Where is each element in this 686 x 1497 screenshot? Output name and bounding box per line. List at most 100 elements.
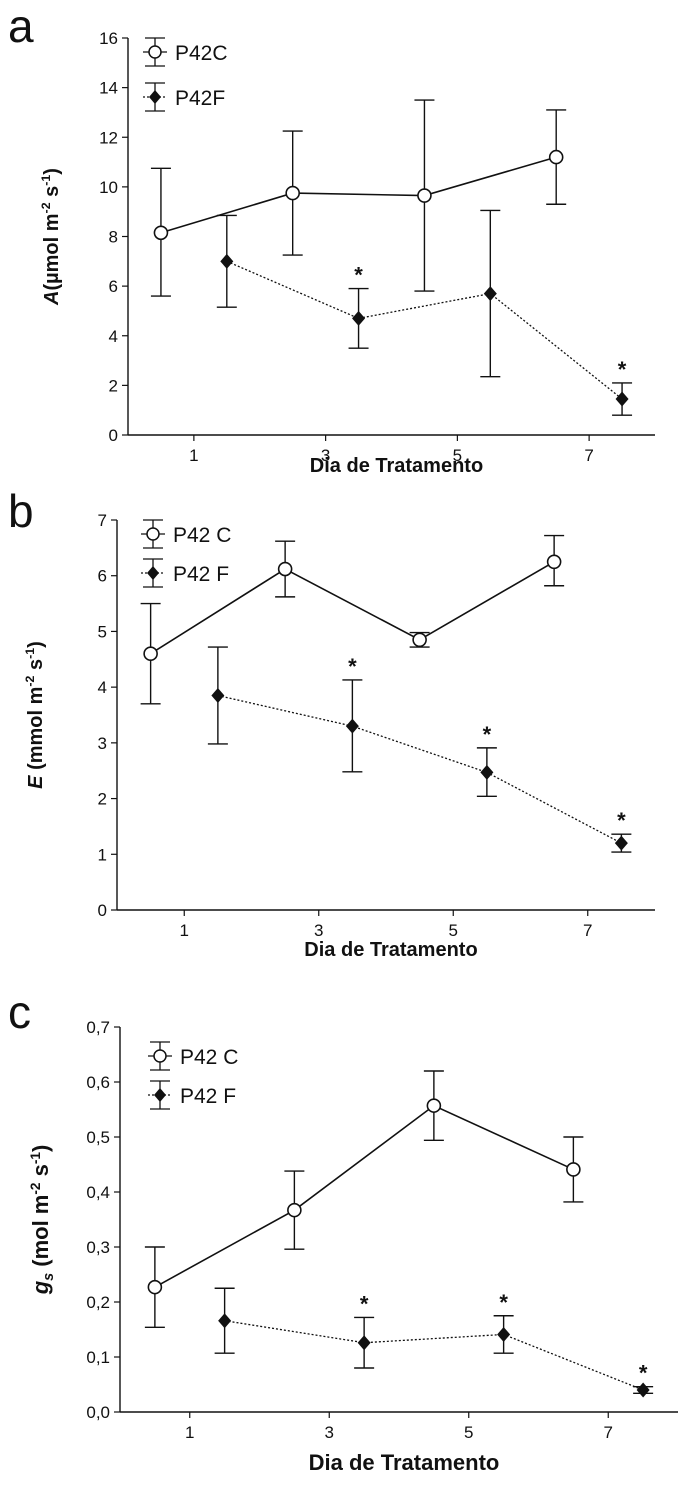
series-line bbox=[160, 156, 557, 234]
panel-b: b 0 1 2 3 4 5 6 7 1 3 5 7 Dia de Tratamento E (mmol m-… bbox=[0, 485, 686, 990]
data-point bbox=[218, 1313, 232, 1329]
data-point bbox=[548, 149, 564, 165]
legend-marker bbox=[149, 90, 161, 104]
legend-marker bbox=[153, 1049, 167, 1063]
y-tick-label: 0,0 bbox=[86, 1403, 110, 1422]
y-tick-label: 12 bbox=[99, 128, 118, 147]
legend-label: P42 F bbox=[173, 563, 229, 586]
series-line bbox=[150, 561, 555, 655]
data-point bbox=[615, 391, 629, 407]
data-point bbox=[147, 1279, 163, 1295]
data-point bbox=[497, 1326, 511, 1342]
y-tick-label: 0,6 bbox=[86, 1073, 110, 1092]
panel-a: a 0 2 4 6 8 10 12 14 16 1 3 5 7 Dia de Tratamento A(µmo… bbox=[0, 0, 686, 500]
y-tick-label: 0,3 bbox=[86, 1238, 110, 1257]
legend-label: P42 C bbox=[173, 524, 231, 547]
legend-label: P42C bbox=[175, 42, 228, 65]
x-tick-label: 7 bbox=[604, 1423, 613, 1442]
legend-marker bbox=[148, 45, 162, 59]
y-tick-label: 3 bbox=[98, 734, 107, 753]
y-tick-label: 8 bbox=[109, 228, 118, 247]
legend-marker bbox=[146, 527, 160, 541]
x-tick-label: 1 bbox=[189, 446, 198, 465]
series-1: * * * bbox=[214, 1287, 654, 1398]
y-tick-label: 4 bbox=[109, 327, 118, 346]
x-axis-title: Dia de Tratamento bbox=[309, 1450, 500, 1475]
legend: P42 C P42 F bbox=[148, 1041, 238, 1110]
data-point bbox=[345, 718, 359, 734]
x-tick-label: 3 bbox=[325, 1423, 334, 1442]
series-0 bbox=[144, 1070, 584, 1328]
y-tick-label: 16 bbox=[99, 29, 118, 48]
data-point bbox=[285, 185, 300, 201]
series-line bbox=[217, 694, 622, 844]
panel-letter: c bbox=[8, 986, 31, 1038]
data-point bbox=[483, 286, 497, 302]
data-point bbox=[277, 561, 293, 577]
y-tick-label: 0 bbox=[109, 426, 118, 445]
data-point bbox=[614, 835, 628, 851]
legend-marker bbox=[154, 1088, 166, 1102]
chart-c: c 0,0 0,1 0,2 0,3 0,4 0,5 0,6 0,7 1 3 5 7 Dia de Trat… bbox=[8, 986, 678, 1475]
data-point bbox=[417, 188, 432, 203]
data-point bbox=[287, 1202, 302, 1218]
y-tick-label: 0,2 bbox=[86, 1293, 110, 1312]
x-tick-label: 5 bbox=[449, 921, 458, 940]
x-axis-title: Dia de Tratamento bbox=[310, 455, 483, 477]
data-point bbox=[220, 253, 234, 269]
data-point bbox=[153, 225, 169, 241]
y-axis-title: A(µmol m-2 s-1) bbox=[39, 168, 63, 306]
legend-label: P42 F bbox=[180, 1085, 236, 1108]
panel-c: c 0,0 0,1 0,2 0,3 0,4 0,5 0,6 0,7 1 3 5 7 Dia de Trat… bbox=[0, 986, 686, 1497]
panel-letter: b bbox=[8, 485, 34, 537]
data-point bbox=[426, 1098, 442, 1113]
significance-mark: * bbox=[360, 1291, 369, 1316]
y-tick-label: 2 bbox=[109, 376, 118, 395]
legend: P42C P42F bbox=[143, 37, 228, 112]
series-line bbox=[154, 1104, 574, 1288]
legend: P42 C P42 F bbox=[141, 519, 231, 588]
significance-mark: * bbox=[354, 263, 363, 288]
y-axis-title: gs (mol m-2 s-1) bbox=[28, 1145, 57, 1296]
x-tick-label: 5 bbox=[464, 1423, 473, 1442]
data-point bbox=[480, 764, 494, 780]
legend-marker bbox=[147, 566, 159, 580]
y-tick-label: 7 bbox=[98, 511, 107, 530]
y-tick-label: 6 bbox=[98, 567, 107, 586]
significance-mark: * bbox=[618, 357, 627, 382]
x-tick-label: 3 bbox=[314, 921, 323, 940]
data-point bbox=[357, 1335, 371, 1351]
data-point bbox=[143, 646, 158, 662]
x-tick-label: 7 bbox=[584, 446, 593, 465]
panel-letter: a bbox=[8, 0, 34, 52]
y-tick-label: 0,7 bbox=[86, 1018, 110, 1037]
significance-mark: * bbox=[617, 808, 626, 833]
data-point bbox=[412, 632, 427, 648]
series-line bbox=[224, 1320, 644, 1391]
chart-a: a 0 2 4 6 8 10 12 14 16 1 3 5 7 Dia de Tratamento A(µmo… bbox=[8, 0, 655, 477]
y-tick-label: 0,5 bbox=[86, 1128, 110, 1147]
y-tick-label: 10 bbox=[99, 178, 118, 197]
data-point bbox=[352, 310, 366, 326]
significance-mark: * bbox=[483, 722, 492, 747]
legend-label: P42 C bbox=[180, 1046, 238, 1069]
x-tick-label: 3 bbox=[321, 446, 330, 465]
y-tick-label: 0,4 bbox=[86, 1183, 110, 1202]
x-tick-label: 1 bbox=[185, 1423, 194, 1442]
y-tick-label: 6 bbox=[109, 277, 118, 296]
y-axis-title: E (mmol m-2 s-1) bbox=[23, 641, 47, 789]
x-tick-label: 5 bbox=[453, 446, 462, 465]
series-0 bbox=[150, 99, 567, 297]
significance-mark: * bbox=[348, 654, 357, 679]
significance-mark: * bbox=[639, 1361, 648, 1386]
data-point bbox=[546, 554, 562, 570]
series-1: * * * bbox=[207, 646, 632, 853]
y-tick-label: 14 bbox=[99, 79, 118, 98]
legend-label: P42F bbox=[175, 87, 225, 110]
chart-b: b 0 1 2 3 4 5 6 7 1 3 5 7 Dia de Tratamento E (mmol m-… bbox=[8, 485, 655, 961]
x-tick-label: 7 bbox=[583, 921, 592, 940]
y-tick-label: 0,1 bbox=[86, 1348, 110, 1367]
data-point bbox=[566, 1162, 581, 1177]
y-tick-label: 0 bbox=[98, 901, 107, 920]
